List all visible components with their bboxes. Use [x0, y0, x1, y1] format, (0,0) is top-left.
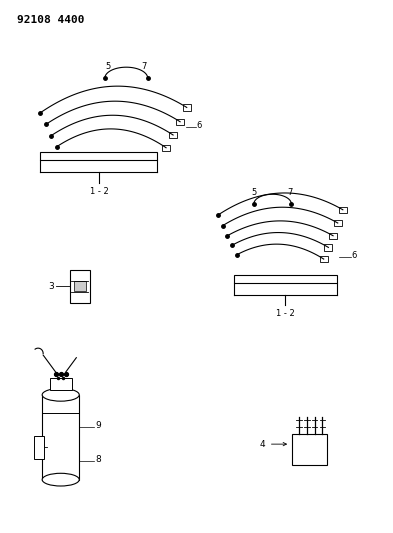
Bar	[40, 152, 158, 160]
Ellipse shape	[42, 389, 79, 401]
Text: 4: 4	[259, 440, 265, 449]
Bar	[162, 144, 170, 151]
Text: 6: 6	[196, 120, 202, 130]
Bar	[329, 232, 337, 239]
Bar	[339, 207, 347, 213]
Text: 5: 5	[252, 189, 257, 197]
Text: 9: 9	[95, 421, 101, 430]
Text: 6: 6	[352, 251, 357, 260]
Bar	[176, 118, 184, 125]
Text: 1 - 2: 1 - 2	[90, 187, 108, 196]
Text: 7: 7	[287, 189, 293, 197]
Text: 7: 7	[141, 62, 147, 71]
Bar	[320, 256, 328, 262]
Bar	[169, 132, 177, 138]
Text: 1 - 2: 1 - 2	[276, 309, 295, 318]
Bar	[325, 244, 332, 251]
Bar	[334, 220, 342, 226]
Bar	[74, 281, 86, 291]
Text: 92108 4400: 92108 4400	[17, 14, 84, 25]
Bar	[183, 104, 191, 111]
Bar	[34, 436, 44, 459]
Text: 3: 3	[48, 281, 54, 290]
Text: 8: 8	[95, 455, 101, 464]
Bar	[50, 378, 72, 390]
Text: 5: 5	[105, 62, 110, 71]
Bar	[70, 270, 90, 303]
Bar	[292, 433, 327, 465]
Bar	[42, 395, 79, 480]
Bar	[233, 275, 337, 284]
Ellipse shape	[42, 473, 79, 486]
